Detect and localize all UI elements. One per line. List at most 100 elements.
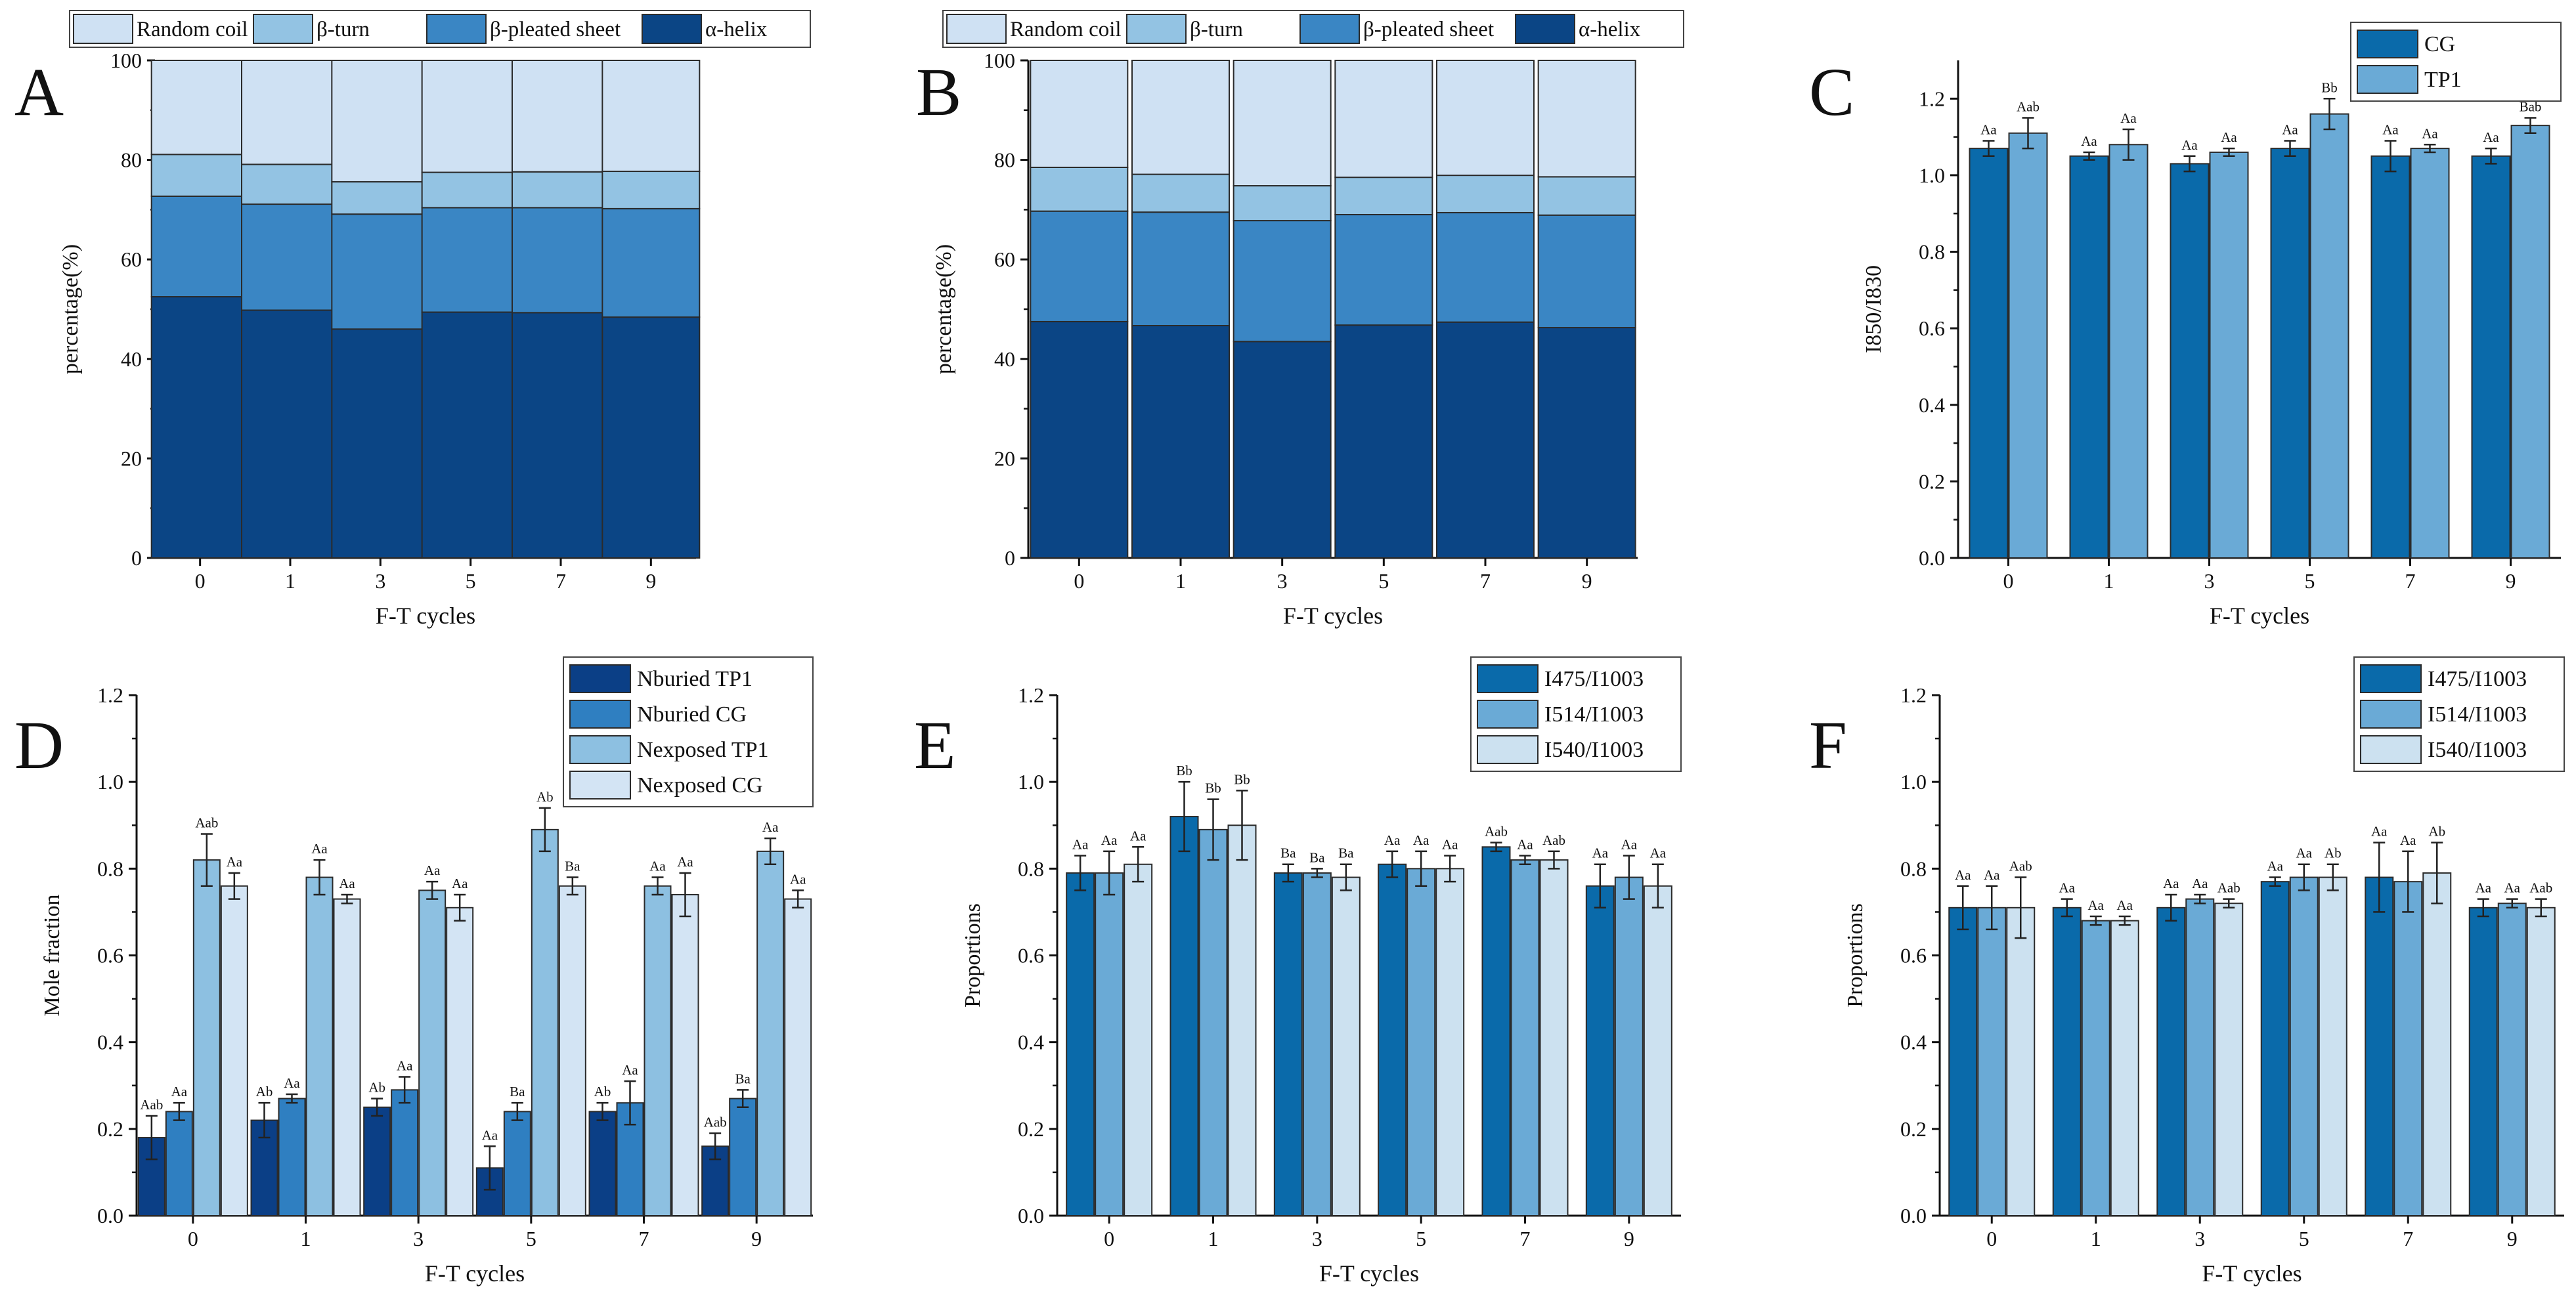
panel-letter: F xyxy=(1809,708,1847,783)
bar-tp1-9 xyxy=(2510,125,2550,559)
significance-label: Aab xyxy=(704,1114,727,1130)
legend-label: I514/I1003 xyxy=(1544,702,1644,727)
y-axis-title: percentage(%) xyxy=(932,244,956,374)
significance-label: Aa xyxy=(2504,880,2521,896)
y-tick-label: 0.6 xyxy=(1900,944,1927,968)
x-tick-label: 0 xyxy=(1986,1227,1997,1250)
bar-nburied-cg-0 xyxy=(165,1111,193,1217)
significance-label: Ab xyxy=(2428,824,2445,840)
x-tick-label: 0 xyxy=(2003,569,2014,593)
x-tick-label: 3 xyxy=(413,1227,424,1250)
y-tick-label: 0.6 xyxy=(1919,316,1945,340)
significance-label: Aa xyxy=(1413,832,1430,848)
legend-label: Nexposed TP1 xyxy=(637,738,769,762)
significance-label: Ab xyxy=(256,1084,273,1099)
legend-swatch-turn xyxy=(1126,14,1187,44)
y-tick-label: 0.0 xyxy=(1018,1204,1044,1227)
y-tick-label: 0.2 xyxy=(97,1117,123,1141)
bar-i514-i1003-9 xyxy=(2497,903,2527,1216)
x-tick-label: 3 xyxy=(375,569,385,593)
bar-random-coil-0 xyxy=(1030,60,1129,168)
significance-label: Aa xyxy=(227,854,243,870)
significance-label: Aab xyxy=(195,815,218,830)
legend-label: β-pleated sheet xyxy=(1363,18,1494,41)
y-tick-label: 0.6 xyxy=(1018,944,1044,968)
y-tick-label: 0.2 xyxy=(1018,1117,1044,1141)
significance-label: Aa xyxy=(1130,828,1146,843)
x-tick-label: 5 xyxy=(2305,569,2315,593)
y-tick-label: 1.0 xyxy=(1900,770,1927,794)
x-tick-label: 9 xyxy=(1624,1227,1634,1250)
significance-label: Aa xyxy=(424,863,441,878)
legend-label: Nburied CG xyxy=(637,702,747,727)
bar-pleated-sheet-7 xyxy=(512,207,610,314)
significance-label: Aa xyxy=(2382,121,2399,137)
significance-label: Aa xyxy=(762,819,779,835)
y-tick-label: 1.0 xyxy=(1018,770,1044,794)
legend-label: β-turn xyxy=(317,18,370,41)
y-tick-label: 0 xyxy=(131,546,142,570)
significance-label: Aa xyxy=(2192,876,2208,891)
significance-label: Aab xyxy=(140,1097,163,1113)
bar-i475-i1003-0 xyxy=(1948,906,1978,1217)
x-tick-label: 0 xyxy=(188,1227,198,1250)
significance-label: Ba xyxy=(1309,849,1325,865)
y-tick-label: 0.4 xyxy=(1919,393,1945,417)
bar-i475-i1003-3 xyxy=(2156,906,2186,1217)
bar-random-coil-5 xyxy=(421,60,520,173)
bar-random-coil-9 xyxy=(1537,60,1636,178)
y-axis-title: percentage(%) xyxy=(58,244,83,374)
bar-i475-i1003-5 xyxy=(2260,881,2290,1216)
legend-swatch-i540-i1003 xyxy=(1477,735,1539,764)
bar-random-coil-7 xyxy=(512,60,610,173)
bar-i514-i1003-5 xyxy=(2289,876,2319,1217)
bar-pleated-sheet-9 xyxy=(1537,214,1636,329)
x-tick-label: 7 xyxy=(1480,569,1491,593)
y-tick-label: 20 xyxy=(994,446,1015,470)
panel-letter: A xyxy=(14,54,64,130)
y-tick-label: 0.6 xyxy=(97,944,123,968)
significance-label: Ba xyxy=(510,1084,525,1099)
bar-helix-9 xyxy=(1537,327,1636,559)
bar-i540-i1003-1 xyxy=(2110,920,2139,1216)
bar-helix-5 xyxy=(421,311,520,559)
significance-label: Aa xyxy=(1980,121,1997,137)
significance-label: Aa xyxy=(311,841,328,857)
bar-i514-i1003-0 xyxy=(1095,872,1124,1216)
significance-label: Aa xyxy=(2371,824,2388,840)
bar-i540-i1003-0 xyxy=(1124,863,1153,1216)
x-tick-label: 0 xyxy=(1104,1227,1114,1250)
significance-label: Aa xyxy=(2476,880,2492,896)
bar-turn-3 xyxy=(1233,185,1332,222)
significance-label: Aa xyxy=(2181,137,2198,153)
bar-i540-i1003-5 xyxy=(1435,868,1465,1217)
bar-helix-1 xyxy=(241,309,339,559)
bar-i475-i1003-7 xyxy=(2365,876,2394,1217)
significance-label: Bb xyxy=(1234,771,1250,787)
bar-pleated-sheet-3 xyxy=(1233,220,1332,343)
bar-random-coil-1 xyxy=(241,60,339,165)
bar-nburied-tp1-3 xyxy=(363,1106,391,1216)
legend-swatch-i540-i1003 xyxy=(2360,735,2422,764)
significance-label: Aa xyxy=(1442,837,1458,853)
bar-i514-i1003-1 xyxy=(2081,920,2110,1216)
bar-random-coil-7 xyxy=(1436,60,1535,177)
bar-helix-5 xyxy=(1334,324,1433,559)
bar-i475-i1003-9 xyxy=(2468,906,2498,1217)
y-tick-label: 0.8 xyxy=(97,857,123,880)
bar-i540-i1003-0 xyxy=(2006,906,2036,1217)
panel-D: 0.0 0.2 0.4 0.6 0.8 1.0 1.2 Mole fraction F-T cy… xyxy=(14,656,814,1287)
x-tick-label: 7 xyxy=(2405,569,2416,593)
bar-nexposed-tp1-5 xyxy=(531,828,559,1216)
bar-i514-i1003-7 xyxy=(1510,859,1540,1217)
significance-label: Aa xyxy=(397,1058,413,1074)
y-tick-label: 1.0 xyxy=(97,770,123,794)
y-axis-title: Mole fraction xyxy=(40,895,64,1017)
bar-helix-9 xyxy=(601,316,701,559)
bar-random-coil-3 xyxy=(1233,60,1332,187)
x-tick-label: 1 xyxy=(1208,1227,1219,1250)
bar-i540-i1003-7 xyxy=(2422,872,2452,1216)
bar-i540-i1003-9 xyxy=(1643,885,1672,1217)
legend-label: Random coil xyxy=(137,18,248,41)
